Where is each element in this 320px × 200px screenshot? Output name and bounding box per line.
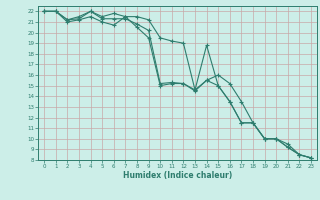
- X-axis label: Humidex (Indice chaleur): Humidex (Indice chaleur): [123, 171, 232, 180]
